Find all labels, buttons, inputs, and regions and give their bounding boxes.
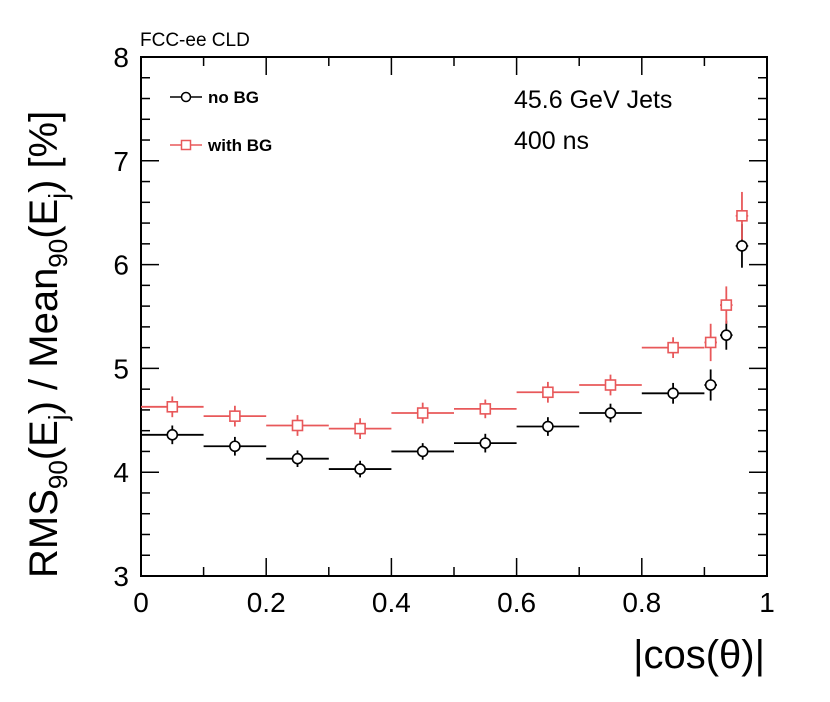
x-tick-label: 0.6 bbox=[497, 587, 536, 618]
y-title-mean: ) / Mean bbox=[22, 268, 66, 415]
data-point bbox=[354, 422, 366, 435]
y-title-sub-90a: 90 bbox=[43, 460, 73, 489]
data-series bbox=[141, 191, 749, 478]
svg-text:RMS90(Ej) / Mean90(Ej) [%]: RMS90(Ej) / Mean90(Ej) [%] bbox=[22, 111, 73, 578]
x-tick-label: 0 bbox=[133, 587, 149, 618]
x-tick-label: 1 bbox=[759, 587, 775, 618]
y-title-rms: RMS bbox=[22, 489, 66, 578]
data-point bbox=[291, 419, 304, 432]
x-tick-label: 0.8 bbox=[622, 587, 661, 618]
y-tick-labels: 3 4 5 6 7 8 bbox=[113, 42, 129, 592]
data-point bbox=[166, 429, 179, 441]
legend-no-bg-label: no BG bbox=[208, 88, 259, 107]
y-title-unit: ) [%] bbox=[22, 111, 66, 193]
data-point bbox=[542, 386, 554, 399]
y-title-paren-e: (E bbox=[22, 420, 66, 460]
legend: no BG with BG bbox=[170, 88, 272, 155]
y-tick-label: 4 bbox=[113, 457, 129, 488]
data-point bbox=[291, 452, 304, 465]
data-point bbox=[479, 437, 492, 449]
y-tick-label: 6 bbox=[113, 250, 129, 281]
x-tick-label: 0.2 bbox=[247, 587, 286, 618]
data-point bbox=[416, 407, 429, 419]
x-tick-label: 0.4 bbox=[372, 587, 411, 618]
axis-ticks bbox=[140, 56, 768, 577]
data-point bbox=[229, 410, 241, 422]
annotation-time: 400 ns bbox=[514, 127, 589, 155]
data-point bbox=[667, 341, 679, 354]
y-axis-title: RMS90(Ej) / Mean90(Ej) [%] bbox=[22, 111, 73, 578]
data-point bbox=[479, 403, 492, 415]
x-tick-labels: 0 0.2 0.4 0.6 0.8 1 bbox=[133, 587, 775, 618]
y-title-sub-jb: j bbox=[43, 193, 73, 200]
data-point bbox=[604, 379, 617, 391]
data-point bbox=[704, 379, 717, 391]
data-point bbox=[720, 329, 733, 341]
data-point bbox=[166, 401, 179, 413]
legend-with-bg-marker bbox=[180, 139, 192, 151]
data-point bbox=[604, 407, 617, 419]
legend-no-bg-marker bbox=[180, 91, 192, 103]
data-point bbox=[354, 463, 366, 475]
series-with-bg bbox=[141, 191, 749, 439]
y-tick-label: 3 bbox=[113, 561, 129, 592]
data-point bbox=[704, 336, 717, 349]
experiment-tag: FCC-ee CLD bbox=[140, 30, 250, 51]
data-point bbox=[720, 299, 733, 311]
data-point bbox=[542, 420, 554, 433]
series-no-bg bbox=[141, 224, 749, 478]
y-title-paren-e2: (E bbox=[22, 199, 66, 239]
data-point bbox=[229, 440, 241, 453]
x-axis-title: |cos(θ)| bbox=[633, 633, 765, 677]
y-tick-label: 8 bbox=[113, 42, 129, 73]
data-point bbox=[667, 387, 679, 400]
legend-with-bg-label: with BG bbox=[207, 136, 272, 155]
y-title-sub-90b: 90 bbox=[43, 239, 73, 268]
y-title-sub-ja: j bbox=[43, 414, 73, 421]
data-point bbox=[736, 240, 748, 252]
y-tick-label: 5 bbox=[113, 353, 129, 384]
y-tick-label: 7 bbox=[113, 146, 129, 177]
data-point bbox=[416, 445, 429, 458]
annotation-energy: 45.6 GeV Jets bbox=[514, 86, 672, 114]
data-point bbox=[736, 210, 748, 222]
